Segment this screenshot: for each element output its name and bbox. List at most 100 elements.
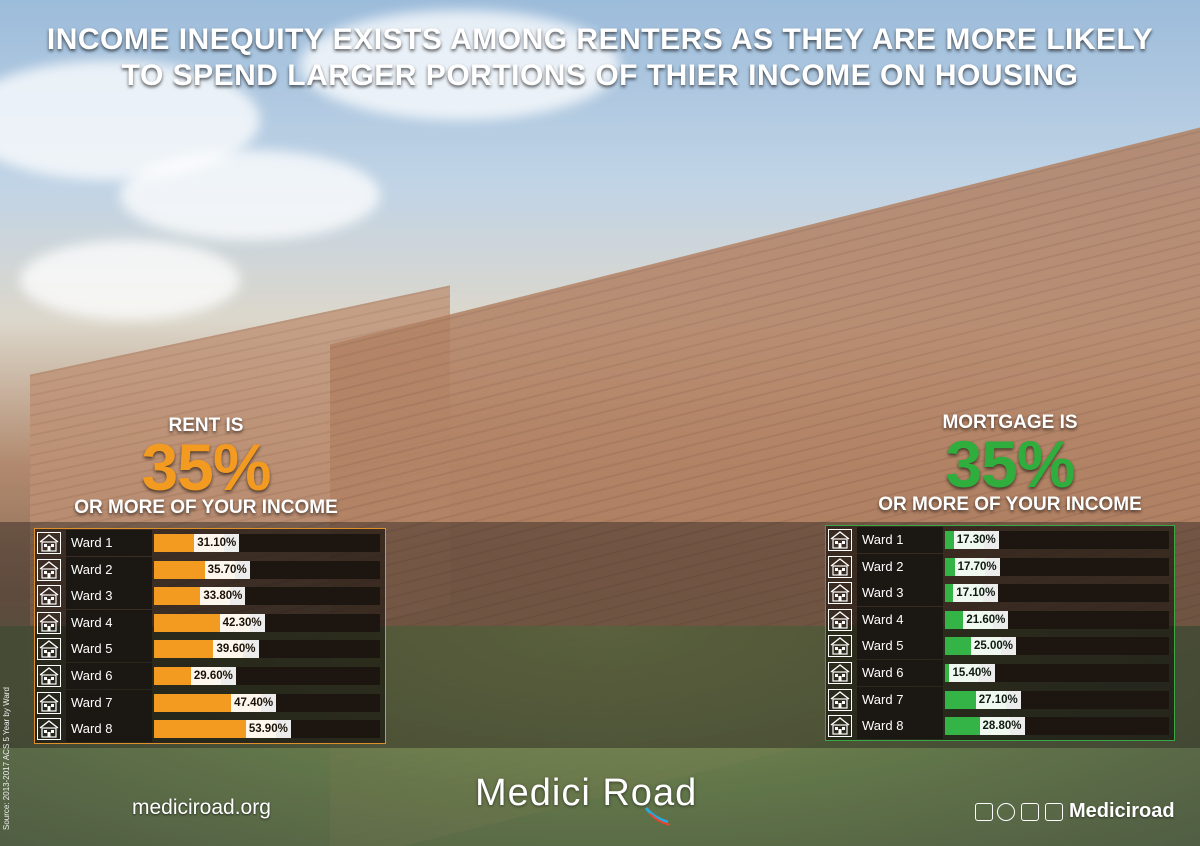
house-icon — [37, 638, 61, 661]
mortgage-row-2: Ward 2 17.70% — [826, 553, 1174, 580]
mortgage-bar-track: 21.60% — [945, 610, 1169, 629]
house-icon — [37, 691, 61, 714]
house-icon — [828, 529, 852, 551]
mortgage-bar-track: 25.00% — [945, 637, 1169, 656]
rent-value-label: 42.30% — [219, 613, 265, 632]
mortgage-label-top: MORTGAGE IS — [942, 412, 1078, 433]
mortgage-value-label: 17.10% — [953, 584, 999, 603]
rent-value-label: 29.60% — [190, 667, 236, 685]
mortgage-bar-track: 28.80% — [945, 717, 1169, 736]
infographic-title: INCOME INEQUITY EXISTS AMONG RENTERS AS … — [40, 22, 1160, 94]
mortgage-big-percent: 35% — [945, 427, 1075, 501]
rent-row-2: Ward 2 35.70% — [35, 556, 385, 583]
mortgage-bar-track: 17.70% — [945, 557, 1169, 576]
website-link[interactable]: mediciroad.org — [132, 796, 271, 819]
mortgage-row-4: Ward 4 21.60% — [826, 606, 1174, 633]
rent-value-label: 31.10% — [194, 534, 240, 552]
mortgage-ward-label: Ward 1 — [857, 527, 943, 553]
house-icon — [828, 662, 852, 684]
rent-row-3: Ward 3 33.80% — [35, 583, 385, 610]
rent-row-5: Ward 5 39.60% — [35, 636, 385, 663]
rent-ward-label: Ward 6 — [66, 663, 152, 689]
mortgage-bar-track: 17.30% — [945, 531, 1169, 549]
house-icon — [828, 608, 852, 631]
house-icon — [37, 611, 61, 634]
house-icon — [828, 715, 852, 738]
mortgage-row-3: Ward 3 17.10% — [826, 580, 1174, 607]
rent-ward-label: Ward 7 — [66, 689, 152, 716]
rent-ward-label: Ward 3 — [66, 583, 152, 610]
mortgage-ward-label: Ward 5 — [857, 633, 943, 660]
mortgage-row-1: Ward 1 17.30% — [826, 527, 1174, 553]
rent-value-label: 39.60% — [213, 640, 259, 659]
title-line-2: TO SPEND LARGER PORTIONS OF THIER INCOME… — [121, 59, 1079, 92]
mortgage-bar-track: 15.40% — [945, 664, 1169, 682]
logo-text: Medici Road — [475, 772, 698, 814]
logo-swoosh-icon — [644, 807, 671, 826]
rent-ward-label: Ward 1 — [66, 530, 152, 556]
rent-ward-label: Ward 5 — [66, 636, 152, 663]
rent-row-4: Ward 4 42.30% — [35, 609, 385, 636]
title-line-1: INCOME INEQUITY EXISTS AMONG RENTERS AS … — [46, 23, 1154, 56]
mortgage-value-label: 21.60% — [963, 610, 1009, 629]
mortgage-ward-label: Ward 3 — [857, 580, 943, 607]
mortgage-value-label: 27.10% — [975, 690, 1021, 709]
mortgage-value-label: 28.80% — [979, 717, 1025, 736]
rent-bar-track: 31.10% — [154, 534, 380, 552]
rent-bar-track: 35.70% — [154, 560, 380, 579]
mortgage-ward-label: Ward 8 — [857, 713, 943, 740]
instagram-icon[interactable] — [1045, 803, 1063, 821]
rent-value-label: 33.80% — [200, 587, 246, 606]
mortgage-value-label: 17.70% — [954, 557, 1000, 576]
rent-bar-chart: Ward 1 31.10% Ward 2 35.70% Ward 3 33.80% Ward… — [34, 528, 386, 744]
mortgage-heading: MORTGAGE IS 35% OR MORE OF YOUR INCOME — [870, 413, 1150, 515]
house-icon — [37, 532, 61, 554]
rent-bar-track: 29.60% — [154, 667, 380, 685]
rent-value-label: 35.70% — [204, 560, 250, 579]
rent-bar-track: 53.90% — [154, 720, 380, 739]
medici-road-logo: Medici Road — [470, 770, 740, 830]
social-handle[interactable]: Mediciroad — [1069, 800, 1175, 822]
house-icon — [37, 665, 61, 687]
rent-heading: RENT IS 35% OR MORE OF YOUR INCOME — [56, 416, 356, 518]
house-icon — [37, 558, 61, 581]
mortgage-row-7: Ward 7 27.10% — [826, 686, 1174, 713]
mortgage-label-bottom: OR MORE OF YOUR INCOME — [878, 494, 1142, 515]
mortgage-row-6: Ward 6 15.40% — [826, 660, 1174, 686]
rent-ward-label: Ward 2 — [66, 556, 152, 583]
linkedin-icon[interactable] — [1021, 803, 1039, 821]
rent-bar-track: 33.80% — [154, 587, 380, 606]
rent-value-label: 47.40% — [231, 693, 277, 712]
house-icon — [37, 718, 61, 741]
rent-row-6: Ward 6 29.60% — [35, 663, 385, 689]
mortgage-row-8: Ward 8 28.80% — [826, 713, 1174, 740]
rent-bar-track: 39.60% — [154, 640, 380, 659]
house-icon — [37, 585, 61, 608]
rent-bar — [154, 720, 276, 739]
mortgage-bar-track: 17.10% — [945, 584, 1169, 603]
rent-value-label: 53.90% — [245, 720, 291, 739]
rent-row-1: Ward 1 31.10% — [35, 530, 385, 556]
rent-ward-label: Ward 4 — [66, 609, 152, 636]
mortgage-bar-track: 27.10% — [945, 690, 1169, 709]
rent-ward-label: Ward 8 — [66, 716, 152, 743]
house-icon — [828, 688, 852, 711]
mortgage-ward-label: Ward 7 — [857, 686, 943, 713]
mortgage-row-5: Ward 5 25.00% — [826, 633, 1174, 660]
rent-label-bottom: OR MORE OF YOUR INCOME — [74, 497, 338, 518]
mortgage-value-label: 15.40% — [949, 664, 995, 682]
twitter-icon[interactable] — [997, 803, 1015, 821]
source-note: Source: 2013-2017 ACS 5 Year by Ward — [2, 687, 11, 830]
house-icon — [828, 635, 852, 658]
facebook-icon[interactable] — [975, 803, 993, 821]
mortgage-ward-label: Ward 4 — [857, 606, 943, 633]
mortgage-ward-label: Ward 6 — [857, 660, 943, 686]
rent-big-percent: 35% — [141, 430, 271, 504]
mortgage-value-label: 25.00% — [971, 637, 1017, 656]
rent-label-top: RENT IS — [168, 415, 244, 436]
mortgage-ward-label: Ward 2 — [857, 553, 943, 580]
mortgage-value-label: 17.30% — [953, 531, 999, 549]
rent-row-7: Ward 7 47.40% — [35, 689, 385, 716]
mortgage-bar-chart: Ward 1 17.30% Ward 2 17.70% Ward 3 17.10% Ward… — [825, 525, 1175, 741]
house-icon — [828, 555, 852, 578]
